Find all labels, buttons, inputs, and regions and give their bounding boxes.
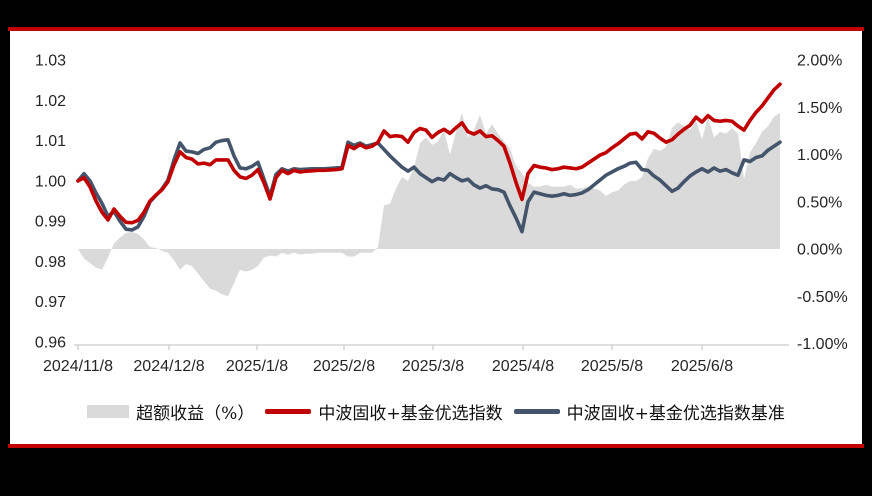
legend-label: 中波固收+基金优选指数基准 <box>566 403 785 424</box>
legend-label: 中波固收+基金优选指数 <box>318 403 503 424</box>
x-axis-tick-label: 2025/4/8 <box>492 358 554 375</box>
legend-line-swatch <box>265 408 312 414</box>
right-axis-tick-label: -1.00% <box>797 336 848 353</box>
x-axis-tick-label: 2025/1/8 <box>226 358 288 375</box>
legend-area-swatch <box>87 404 130 418</box>
right-axis-tick-label: 2.00% <box>797 53 842 70</box>
x-axis-tick-label: 2025/5/8 <box>581 358 643 375</box>
left-axis-tick-label: 0.97 <box>35 294 66 311</box>
top-rule <box>8 27 864 31</box>
x-axis-tick-label: 2025/3/8 <box>402 358 464 375</box>
excess-area <box>78 112 780 297</box>
left-axis-tick-label: 1.01 <box>35 133 66 150</box>
legend-item: 中波固收+基金优选指数 <box>265 399 503 424</box>
legend-line-swatch <box>513 408 560 414</box>
left-axis-tick-label: 1.00 <box>35 173 66 190</box>
x-axis-tick-label: 2024/12/8 <box>133 358 204 375</box>
legend-label: 超额收益（%） <box>136 403 255 424</box>
bottom-rule <box>8 444 864 448</box>
left-axis-tick-label: 0.99 <box>35 214 66 231</box>
right-axis-tick-label: 1.50% <box>797 100 842 117</box>
legend-item: 中波固收+基金优选指数基准 <box>513 399 785 424</box>
right-axis-tick-label: 0.00% <box>797 242 842 259</box>
x-axis-tick-label: 2025/2/8 <box>313 358 375 375</box>
right-axis-tick-label: 1.00% <box>797 147 842 164</box>
index-line <box>76 82 782 225</box>
benchmark-line <box>76 137 782 234</box>
x-axis-tick-label: 2024/11/8 <box>43 358 113 375</box>
left-axis-tick-label: 1.02 <box>35 93 66 110</box>
left-axis-tick-label: 0.96 <box>35 335 66 352</box>
right-axis-tick-label: 0.50% <box>797 194 842 211</box>
right-axis-tick-label: -0.50% <box>797 289 848 306</box>
x-axis-tick-label: 2025/6/8 <box>671 358 733 375</box>
legend: 超额收益（%） 中波固收+基金优选指数 中波固收+基金优选指数基准 <box>10 398 862 424</box>
left-axis-tick-label: 0.98 <box>35 254 66 271</box>
legend-item: 超额收益（%） <box>87 399 254 424</box>
left-axis-tick-label: 1.03 <box>35 53 66 70</box>
